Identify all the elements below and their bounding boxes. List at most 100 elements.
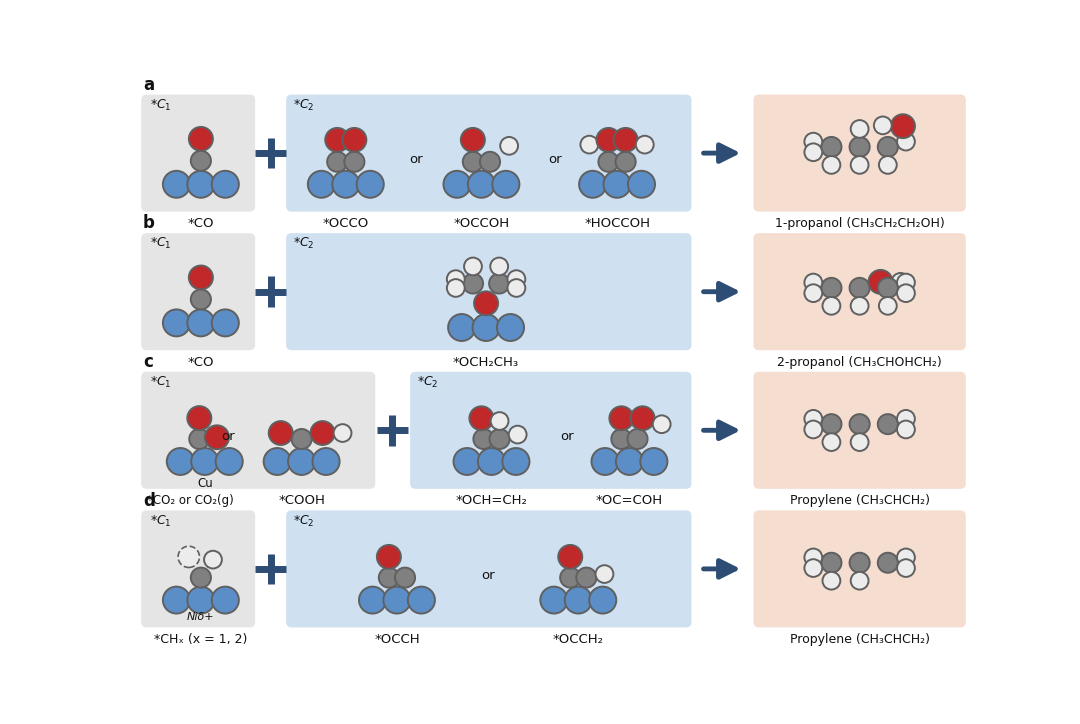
Text: *CO: *CO [188,217,214,230]
Circle shape [897,132,915,151]
FancyBboxPatch shape [141,372,375,489]
Circle shape [805,410,822,428]
Circle shape [377,545,401,569]
Circle shape [490,258,508,275]
Circle shape [851,156,868,174]
Circle shape [805,143,822,161]
Circle shape [333,171,360,198]
Text: d: d [143,492,154,510]
Circle shape [489,274,510,293]
Circle shape [308,171,335,198]
Circle shape [823,156,840,174]
Circle shape [636,136,653,153]
Circle shape [805,559,822,577]
Circle shape [613,128,637,152]
Circle shape [897,549,915,566]
Circle shape [379,568,399,588]
Circle shape [189,429,210,449]
Circle shape [463,152,483,172]
Circle shape [212,586,239,613]
Text: or: or [221,430,234,443]
FancyBboxPatch shape [286,233,691,350]
Text: Niδ+: Niδ+ [187,612,215,622]
Circle shape [805,274,822,291]
Text: *OCH=CH₂: *OCH=CH₂ [456,494,527,508]
Circle shape [897,421,915,438]
Circle shape [464,258,482,275]
Circle shape [540,586,567,613]
Circle shape [558,545,582,569]
Text: Cu: Cu [197,477,213,490]
Circle shape [879,297,896,315]
Text: *OCCOH: *OCCOH [454,217,510,230]
Circle shape [163,171,190,198]
Circle shape [878,278,897,298]
Circle shape [805,421,822,438]
Circle shape [325,128,349,152]
Circle shape [342,128,366,152]
Circle shape [447,270,464,288]
Circle shape [269,421,293,445]
Text: 2-propanol (CH₃CHOHCH₂): 2-propanol (CH₃CHOHCH₂) [778,355,942,369]
Text: $*C_1$: $*C_1$ [150,513,172,529]
Circle shape [874,117,892,134]
Circle shape [821,414,841,434]
Circle shape [850,414,869,434]
Circle shape [851,433,868,451]
Circle shape [561,568,580,588]
Circle shape [359,586,387,613]
Circle shape [640,448,667,475]
Circle shape [821,552,841,573]
Circle shape [891,114,915,138]
Circle shape [598,152,619,172]
FancyBboxPatch shape [141,233,255,350]
Circle shape [212,171,239,198]
Text: *HOCCOH: *HOCCOH [584,217,650,230]
Circle shape [216,448,243,475]
Circle shape [892,273,909,291]
Circle shape [805,549,822,566]
Circle shape [850,552,869,573]
Circle shape [509,426,527,443]
Circle shape [823,433,840,451]
Circle shape [897,559,915,577]
Text: Propylene (CH₃CHCH₂): Propylene (CH₃CHCH₂) [789,633,930,646]
FancyBboxPatch shape [410,372,691,489]
Circle shape [616,448,643,475]
Circle shape [166,448,194,475]
Circle shape [191,448,218,475]
Text: c: c [143,353,152,371]
Circle shape [264,448,291,475]
Circle shape [508,279,525,297]
Text: b: b [143,214,154,232]
Circle shape [823,297,840,315]
Circle shape [897,410,915,428]
Text: or: or [561,430,575,443]
Text: $*C_2$: $*C_2$ [293,236,314,251]
Circle shape [897,274,915,291]
Circle shape [577,568,596,588]
Circle shape [292,429,312,449]
Text: *CO: *CO [188,355,214,369]
Circle shape [492,171,519,198]
Circle shape [878,414,897,434]
Circle shape [878,552,897,573]
Circle shape [163,309,190,337]
Circle shape [851,572,868,589]
Circle shape [590,586,617,613]
Text: *COOH: *COOH [279,494,325,508]
Circle shape [473,429,494,449]
Circle shape [565,586,592,613]
Circle shape [187,406,212,430]
Circle shape [312,448,339,475]
Circle shape [212,309,239,337]
Circle shape [310,421,335,445]
Circle shape [580,136,598,153]
Circle shape [616,152,636,172]
Circle shape [461,128,485,152]
Circle shape [447,279,464,297]
FancyBboxPatch shape [141,95,255,211]
Circle shape [395,568,415,588]
Circle shape [595,565,613,583]
FancyBboxPatch shape [754,95,966,211]
